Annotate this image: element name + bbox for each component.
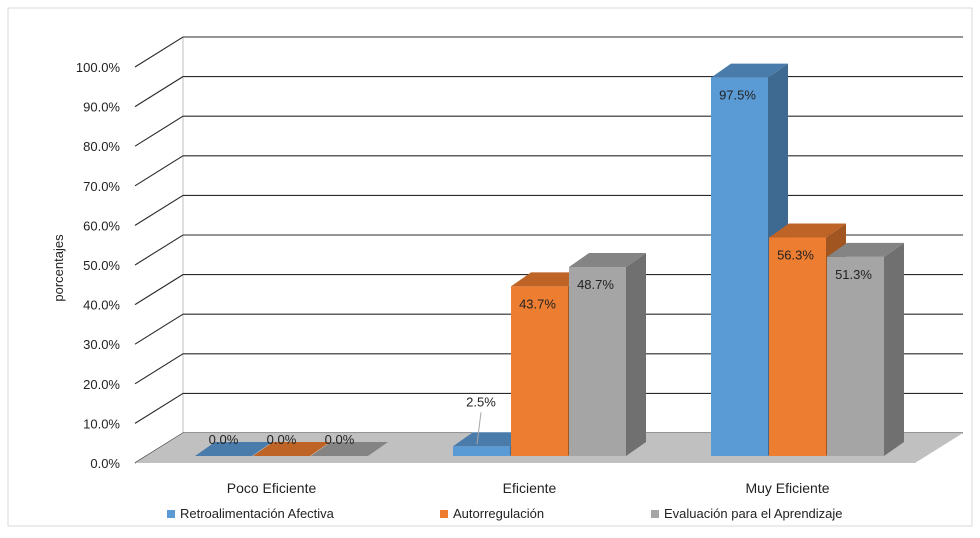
bar [195, 442, 272, 456]
legend-label: Autorregulación [453, 506, 544, 521]
bar [311, 442, 388, 456]
y-tick-label: 50.0% [83, 258, 120, 273]
bar-front [711, 77, 768, 456]
y-tick-label: 30.0% [83, 337, 120, 352]
data-label: 48.7% [577, 277, 614, 292]
legend-label: Retroalimentación Afectiva [180, 506, 335, 521]
gridline [134, 36, 963, 68]
bar-front [769, 237, 826, 456]
data-label: 51.3% [835, 267, 872, 282]
y-tick-label: 100.0% [76, 60, 121, 75]
legend-label: Evaluación para el Aprendizaje [664, 506, 843, 521]
y-tick-label: 40.0% [83, 298, 120, 313]
bar-front [827, 256, 884, 456]
legend-item: Retroalimentación Afectiva [167, 506, 335, 521]
y-tick-label: 60.0% [83, 218, 120, 233]
data-label: 2.5% [466, 394, 496, 409]
data-label: 56.3% [777, 248, 814, 263]
y-tick-label: 10.0% [83, 416, 120, 431]
bars [195, 63, 904, 456]
gridline [134, 234, 963, 266]
y-tick-label: 70.0% [83, 179, 120, 194]
bar-top [569, 253, 646, 268]
bar-front [453, 446, 510, 456]
gridline [134, 115, 963, 147]
legend-swatch [651, 510, 659, 518]
data-label: 97.5% [719, 88, 756, 103]
gridline [134, 353, 963, 385]
category-label: Eficiente [503, 480, 557, 496]
category-label: Poco Eficiente [227, 480, 317, 496]
bar [253, 442, 330, 456]
bar-front [569, 267, 626, 456]
bar-top [827, 242, 904, 257]
y-axis-label: porcentajes [51, 234, 66, 302]
gridline [134, 392, 963, 424]
gridline [134, 313, 963, 345]
legend-swatch [167, 510, 175, 518]
legend-item: Autorregulación [440, 506, 544, 521]
legend-item: Evaluación para el Aprendizaje [651, 506, 843, 521]
bar-side [884, 242, 904, 456]
bar-top [311, 442, 388, 456]
bar-top [711, 63, 788, 78]
category-label: Muy Eficiente [745, 480, 829, 496]
leader-line [476, 412, 482, 445]
legend-swatch [440, 510, 448, 518]
gridline [134, 155, 963, 187]
data-label: 43.7% [519, 296, 556, 311]
gridline [134, 194, 963, 226]
bar-front [511, 286, 568, 456]
y-axis-ticks: 0.0% 10.0% 20.0% 30.0% 40.0% 50.0% 60.0% 70.0% 8… [76, 60, 121, 471]
data-labels: 0.0% 0.0% 0.0% 2.5% 43.7% 48.7% 97.5% 56.3% 51.3… [209, 88, 873, 447]
bar-top [253, 442, 330, 456]
y-tick-label: 0.0% [90, 456, 120, 471]
bar-side [626, 253, 646, 456]
data-label: 0.0% [267, 432, 297, 447]
gridline [134, 274, 963, 306]
bar-top [769, 223, 846, 238]
y-tick-label: 80.0% [83, 139, 120, 154]
legend: Retroalimentación Afectiva Autorregulació… [167, 506, 843, 521]
bar-top [511, 272, 588, 287]
bar-top [195, 442, 272, 456]
bar-top [453, 432, 530, 447]
bar [569, 253, 646, 456]
data-label: 0.0% [209, 432, 239, 447]
category-labels: Poco Eficiente Eficiente Muy Eficiente [227, 480, 830, 496]
bar [827, 242, 904, 456]
y-tick-label: 20.0% [83, 377, 120, 392]
gridline [134, 76, 963, 108]
y-tick-label: 90.0% [83, 100, 120, 115]
data-label: 0.0% [325, 432, 355, 447]
